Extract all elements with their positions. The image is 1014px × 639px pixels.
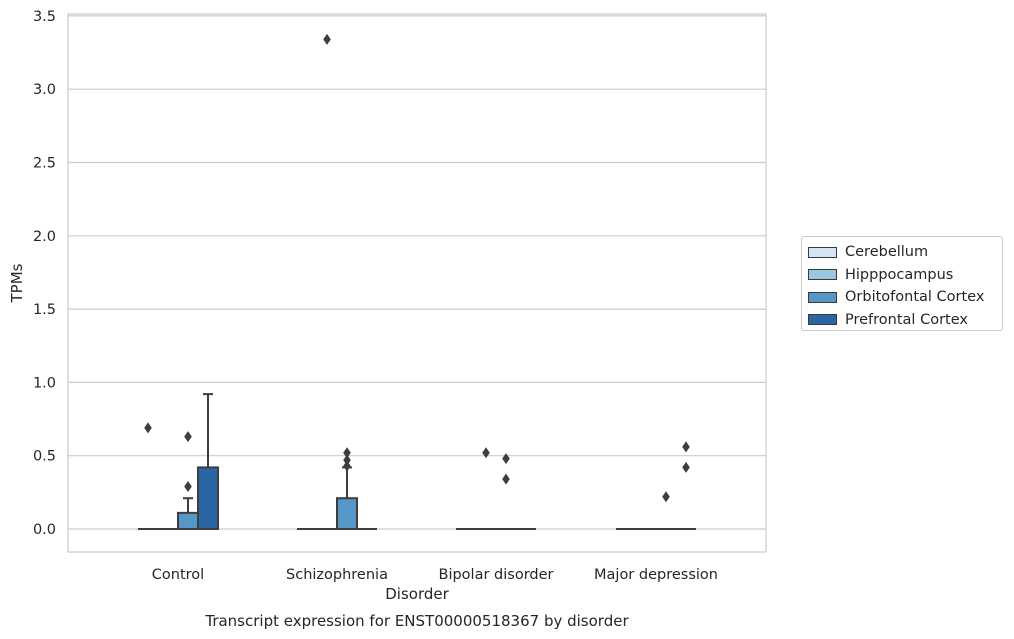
x-axis-label: Disorder (385, 585, 449, 603)
legend-swatch (808, 291, 837, 303)
box-1-1 (317, 33, 337, 530)
outlier-point (502, 473, 510, 485)
box-elements (138, 33, 696, 531)
outlier-point (482, 447, 490, 459)
box-2-2 (496, 453, 516, 530)
outlier-point (184, 480, 192, 492)
y-tick-label: 1.0 (33, 375, 56, 391)
outlier-point (682, 441, 690, 453)
outlier-point (682, 461, 690, 473)
x-tick-label: Major depression (594, 567, 718, 583)
legend-swatch (808, 314, 837, 326)
legend-label: Prefrontal Cortex (845, 311, 968, 328)
legend-item: Prefrontal Cortex (808, 309, 1002, 332)
legend: Cerebellum Hipppocampus Orbitofontal Corte… (801, 236, 1003, 331)
y-tick-label: 0.5 (33, 449, 56, 465)
box-0-2 (177, 431, 199, 531)
legend-swatch (808, 246, 837, 258)
outlier-point (343, 454, 351, 466)
outlier-point (144, 422, 152, 434)
legend-label: Hipppocampus (845, 266, 954, 283)
box-2-1 (476, 447, 496, 530)
x-tick-label: Control (152, 567, 204, 583)
y-axis-label: TPMs (8, 263, 26, 303)
legend-item: Orbitofontal Cortex (808, 286, 1002, 309)
box-3-2 (656, 491, 676, 530)
outlier-point (184, 431, 192, 443)
box-body (177, 511, 199, 531)
legend-item: Cerebellum (808, 241, 1002, 264)
y-tick-label: 2.5 (33, 156, 56, 172)
y-tick-label: 1.5 (33, 302, 56, 318)
box-body (197, 466, 219, 531)
box-0-3 (197, 393, 219, 531)
y-tick-label: 3.0 (33, 82, 56, 98)
outlier-point (343, 460, 351, 472)
x-tick-label: Bipolar disorder (439, 567, 554, 583)
outlier-point (343, 447, 351, 459)
box-1-2 (336, 447, 358, 530)
box-body (336, 497, 358, 530)
outlier-point (323, 33, 331, 45)
outlier-point (662, 491, 670, 503)
y-tick-label: 0.0 (33, 522, 56, 538)
plot-area-frame (67, 13, 767, 553)
box-3-3 (676, 441, 696, 530)
box-0-0 (138, 422, 158, 530)
outlier-point (502, 453, 510, 465)
legend-swatch (808, 269, 837, 281)
y-tick-label: 3.5 (33, 9, 56, 25)
y-tick-label: 2.0 (33, 229, 56, 245)
legend-label: Orbitofontal Cortex (845, 289, 985, 306)
x-axis: Control Schizophrenia Bipolar disorder Majo… (152, 567, 718, 583)
x-tick-label: Schizophrenia (286, 567, 388, 583)
grid-lines (68, 15, 766, 530)
legend-item: Hipppocampus (808, 264, 1002, 287)
y-axis: 0.0 0.5 1.0 1.5 2.0 2.5 3.0 3.5 (33, 9, 56, 538)
legend-label: Cerebellum (845, 244, 929, 261)
chart-title: Transcript expression for ENST0000051836… (204, 612, 629, 630)
